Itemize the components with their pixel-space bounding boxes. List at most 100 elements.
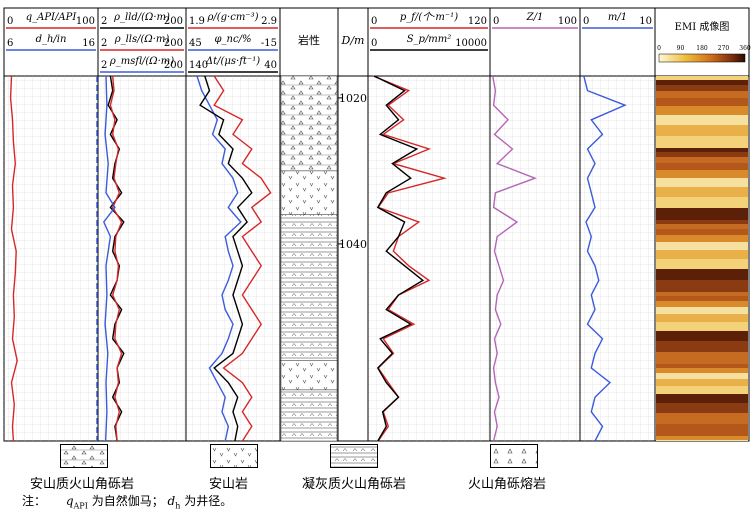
emi-color-scale [658,53,746,63]
lithology-interval [280,170,338,215]
emi-band [656,364,748,368]
header-right-value: 100 [558,16,577,27]
header-label: q_API/API [26,12,78,23]
curve-res-2 [102,75,116,442]
emi-scale-tick: 180 [696,45,708,52]
emi-band [656,106,748,115]
header-left-value: 2 [101,60,107,71]
header-label: ρ_msfl/(Ω·m) [109,56,174,67]
andesite-swatch [210,444,258,468]
header-right-value: 120 [468,16,487,27]
emi-band [656,440,748,441]
legend-label: 火山角砾熔岩 [468,477,547,492]
curve-por-1 [196,75,242,442]
header-right-value: 200 [164,16,183,27]
emi-band [656,76,748,80]
grid-m [580,76,655,441]
lithology-legend: 安山质火山角砾岩 安山岩 凝灰质火山角砾岩 火山角砾熔岩 [0,444,751,512]
grid-z [490,76,580,441]
header-left-value: 0 [493,16,499,27]
header-left-value: 140 [189,60,208,71]
emi-band [656,157,748,163]
header-label: m/1 [608,12,627,23]
emi-band [656,403,748,413]
emi-band [656,424,748,436]
header-label: φ_nc/% [215,34,252,45]
note-text1: 为自然伽马； [91,494,164,508]
header-label: S_p/mm² [407,34,452,45]
emi-band [656,170,748,178]
emi-band [656,85,748,91]
emi-band [656,280,748,292]
emi-band [656,269,748,280]
lithology-header: 岩性 [298,33,320,47]
emi-scale-tick: 270 [718,45,730,52]
emi-scale-tick: 0 [657,45,661,52]
header-label: Δt/(μs·ft⁻¹) [205,56,260,67]
emi-band [656,250,748,259]
emi-band [656,208,748,220]
emi-band [656,220,748,224]
curve-por-0 [213,75,272,442]
emi-band [656,322,748,331]
emi-band [656,307,748,314]
emi-band [656,229,748,235]
footnote: 注： qAPI 为自然伽马； dh 为井径。 [22,492,232,510]
header-right-value: 10000 [455,38,487,49]
emi-band [656,341,748,352]
note-var-d: dh [167,494,181,511]
emi-band [656,115,748,125]
grid-frac [368,76,490,441]
emi-band [656,163,748,170]
depth-tick-label: 1040 [339,238,367,251]
lithology-interval [280,360,338,391]
legend-label: 凝灰质火山角砾岩 [302,477,407,492]
curve-frac-1 [373,75,425,442]
emi-band [656,379,748,386]
header-right-value: 10 [639,16,652,27]
depth-header: D/m [341,34,365,47]
emi-band [656,178,748,187]
header-left-value: 2 [101,16,107,27]
emi-band [656,292,748,296]
header-right-value: 100 [76,16,95,27]
curve-res-1 [109,75,123,442]
emi-band [656,148,748,152]
lithology-interval [280,75,338,172]
emi-band [656,136,748,148]
lithology-interval [280,389,338,442]
header-left-value: 0 [7,16,13,27]
note-var-q: qAPI [65,494,88,511]
header-label: ρ/(g·cm⁻³) [206,12,258,23]
legend-label: 安山岩 [209,477,249,492]
emi-band [656,394,748,403]
header-left-value: 6 [7,38,13,49]
header-right-value: 2.9 [261,16,277,27]
header-label: p_f/(个·m⁻¹) [400,11,458,23]
emi-band [656,373,748,379]
emi-band [656,352,748,364]
tuff-swatch [330,444,378,468]
emi-band [656,296,748,301]
emi-band [656,368,748,373]
note-text2: 为井径。 [184,494,233,508]
header-label: ρ_lld/(Ω·m) [113,12,170,23]
lava-swatch [490,444,538,468]
header-label: d_h/in [36,34,67,45]
emi-band [656,80,748,85]
curve-frac-0 [372,75,447,442]
legend-label: 安山质火山角砾岩 [30,477,135,492]
emi-scale-tick: 90 [677,45,685,52]
header-left-value: 0 [583,16,589,27]
header-label: ρ_lls/(Ω·m) [114,34,170,45]
header-right-value: 40 [264,60,277,71]
curve-z-0 [492,75,537,442]
emi-band [656,98,748,106]
emi-scale-tick: 360 [739,45,751,52]
emi-band [656,224,748,229]
note-prefix: 注： [22,494,47,508]
emi-band [656,91,748,98]
emi-header: EMI 成像图 [675,21,730,33]
emi-band [656,242,748,250]
